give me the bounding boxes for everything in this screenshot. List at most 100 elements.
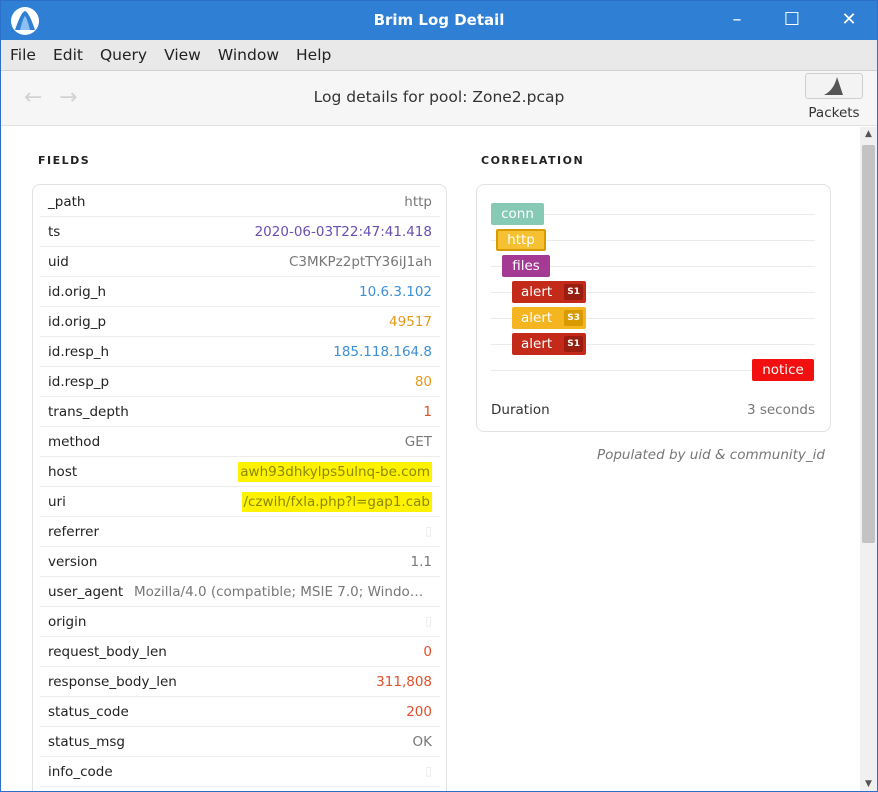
field-value[interactable]: GET (404, 434, 432, 450)
scroll-up-icon[interactable]: ▲ (865, 129, 872, 139)
correlation-alert-pill[interactable]: alert S1 (512, 333, 586, 355)
field-row[interactable]: referrer ▯ (40, 517, 440, 547)
field-value[interactable]: 2020-06-03T22:47:41.418 (254, 224, 432, 240)
packets-button[interactable]: Packets (803, 73, 863, 123)
correlation-conn-pill[interactable]: conn (491, 203, 544, 225)
field-row[interactable]: _path http (40, 187, 440, 217)
field-name: status_msg (48, 734, 125, 750)
pill-label: http (507, 232, 535, 248)
field-value[interactable]: 1 (423, 404, 432, 420)
field-value[interactable]: Mozilla/4.0 (compatible; MSIE 7.0; Windo… (134, 584, 432, 600)
field-row[interactable]: uri/czwih/fxla.php?l=gap1.cab (40, 487, 440, 517)
duration-value: 3 seconds (746, 402, 815, 418)
field-row[interactable]: host awh93dhkylps5ulnq-be.com (40, 457, 440, 487)
timeline-line (491, 214, 815, 215)
field-row[interactable]: ts 2020-06-03T22:47:41.418 (40, 217, 440, 247)
menu-edit[interactable]: Edit (52, 46, 83, 64)
menu-help[interactable]: Help (296, 46, 332, 64)
pill-label: conn (501, 206, 534, 222)
field-name: referrer (48, 524, 100, 540)
menu-window[interactable]: Window (217, 46, 279, 64)
empty-value-icon[interactable]: ▯ (425, 764, 432, 778)
field-name: user_agent (48, 584, 124, 600)
field-value[interactable]: 10.6.3.102 (359, 284, 432, 300)
minimize-button[interactable]: – (732, 9, 742, 30)
vertical-scrollbar[interactable]: ▲ ▼ (860, 127, 877, 791)
empty-value-icon[interactable]: ▯ (425, 524, 432, 538)
empty-value-icon[interactable]: ▯ (425, 614, 432, 628)
field-value[interactable]: 311,808 (376, 674, 432, 690)
fields-heading: FIELDS (38, 154, 91, 167)
menu-file[interactable]: File (10, 46, 36, 64)
field-value[interactable]: OK (412, 734, 432, 750)
field-name: id.orig_p (48, 314, 107, 330)
field-row[interactable]: version 1.1 (40, 547, 440, 577)
close-button[interactable]: ✕ (841, 9, 857, 30)
field-name: status_code (48, 704, 129, 720)
field-value[interactable]: 49517 (389, 314, 432, 330)
field-row[interactable]: status_code 200 (40, 697, 440, 727)
field-value[interactable]: http (404, 194, 432, 210)
brim-logo-icon (11, 7, 39, 35)
correlation-alert-pill[interactable]: alert S1 (512, 281, 586, 303)
correlation-alert-pill[interactable]: alert S3 (512, 307, 586, 329)
title-bar[interactable]: Brim Log Detail – ☐ ✕ (1, 1, 877, 40)
field-name: ts (48, 224, 61, 240)
field-value[interactable]: 80 (414, 374, 432, 390)
field-row[interactable]: id.resp_h 185.118.164.8 (40, 337, 440, 367)
pill-label: files (512, 258, 540, 274)
pill-label: alert (521, 284, 553, 300)
field-name: id.resp_h (48, 344, 110, 360)
field-row[interactable]: origin ▯ (40, 607, 440, 637)
field-value[interactable]: 200 (406, 704, 432, 720)
packets-label: Packets (808, 105, 860, 121)
forward-arrow-icon[interactable]: → (59, 85, 78, 110)
field-value[interactable]: 185.118.164.8 (333, 344, 432, 360)
field-name: id.orig_h (48, 284, 107, 300)
correlation-notice-pill[interactable]: notice (752, 359, 814, 381)
field-name: host (48, 464, 78, 480)
field-value[interactable]: /czwih/fxla.php?l=gap1.cab (241, 492, 432, 512)
duration-label: Duration (491, 402, 550, 418)
severity-badge: S1 (564, 336, 583, 352)
field-row[interactable]: method GET (40, 427, 440, 457)
field-value[interactable]: awh93dhkylps5ulnq-be.com (238, 462, 432, 482)
menu-bar: File Edit Query View Window Help (1, 40, 877, 71)
menu-query[interactable]: Query (99, 46, 148, 64)
severity-badge: S1 (564, 284, 583, 300)
field-row[interactable]: uid C3MKPz2ptTY36iJ1ah (40, 247, 440, 277)
field-name: info_code (48, 764, 113, 780)
field-row[interactable]: user_agent Mozilla/4.0 (compatible; MSIE … (40, 577, 440, 607)
field-row[interactable]: status_msg OK (40, 727, 440, 757)
timeline-line (491, 318, 815, 319)
field-row[interactable]: request_body_len 0 (40, 637, 440, 667)
field-row[interactable]: info_code ▯ (40, 757, 440, 787)
field-row[interactable]: response_body_len 311,808 (40, 667, 440, 697)
correlation-files-pill[interactable]: files (502, 255, 550, 277)
maximize-button[interactable]: ☐ (783, 9, 801, 30)
page-title: Log details for pool: Zone2.pcap (313, 88, 565, 106)
correlation-heading: CORRELATION (481, 154, 585, 167)
correlation-panel: Duration 3 seconds conn http files alert S1 a… (476, 184, 831, 432)
field-row[interactable]: id.orig_h 10.6.3.102 (40, 277, 440, 307)
back-arrow-icon[interactable]: ← (24, 85, 43, 110)
timeline-line (491, 370, 815, 371)
field-row[interactable]: id.resp_p 80 (40, 367, 440, 397)
field-value[interactable]: 0 (423, 644, 432, 660)
field-row[interactable]: id.orig_p 49517 (40, 307, 440, 337)
field-name: id.resp_p (48, 374, 110, 390)
menu-view[interactable]: View (164, 46, 201, 64)
timeline-line (491, 240, 815, 241)
field-name: version (48, 554, 98, 570)
field-value[interactable]: C3MKPz2ptTY36iJ1ah (288, 254, 432, 270)
field-row[interactable]: trans_depth 1 (40, 397, 440, 427)
toolbar: ← → Log details for pool: Zone2.pcap Pac… (1, 71, 877, 126)
scroll-thumb[interactable] (862, 145, 875, 543)
pill-label: alert (521, 336, 553, 352)
scroll-down-icon[interactable]: ▼ (865, 779, 872, 789)
field-value[interactable]: 1.1 (410, 554, 432, 570)
correlation-http-pill[interactable]: http (496, 229, 546, 251)
severity-badge: S3 (564, 310, 583, 326)
fields-panel: _path http ts 2020-06-03T22:47:41.418 uid C3M… (32, 184, 447, 791)
